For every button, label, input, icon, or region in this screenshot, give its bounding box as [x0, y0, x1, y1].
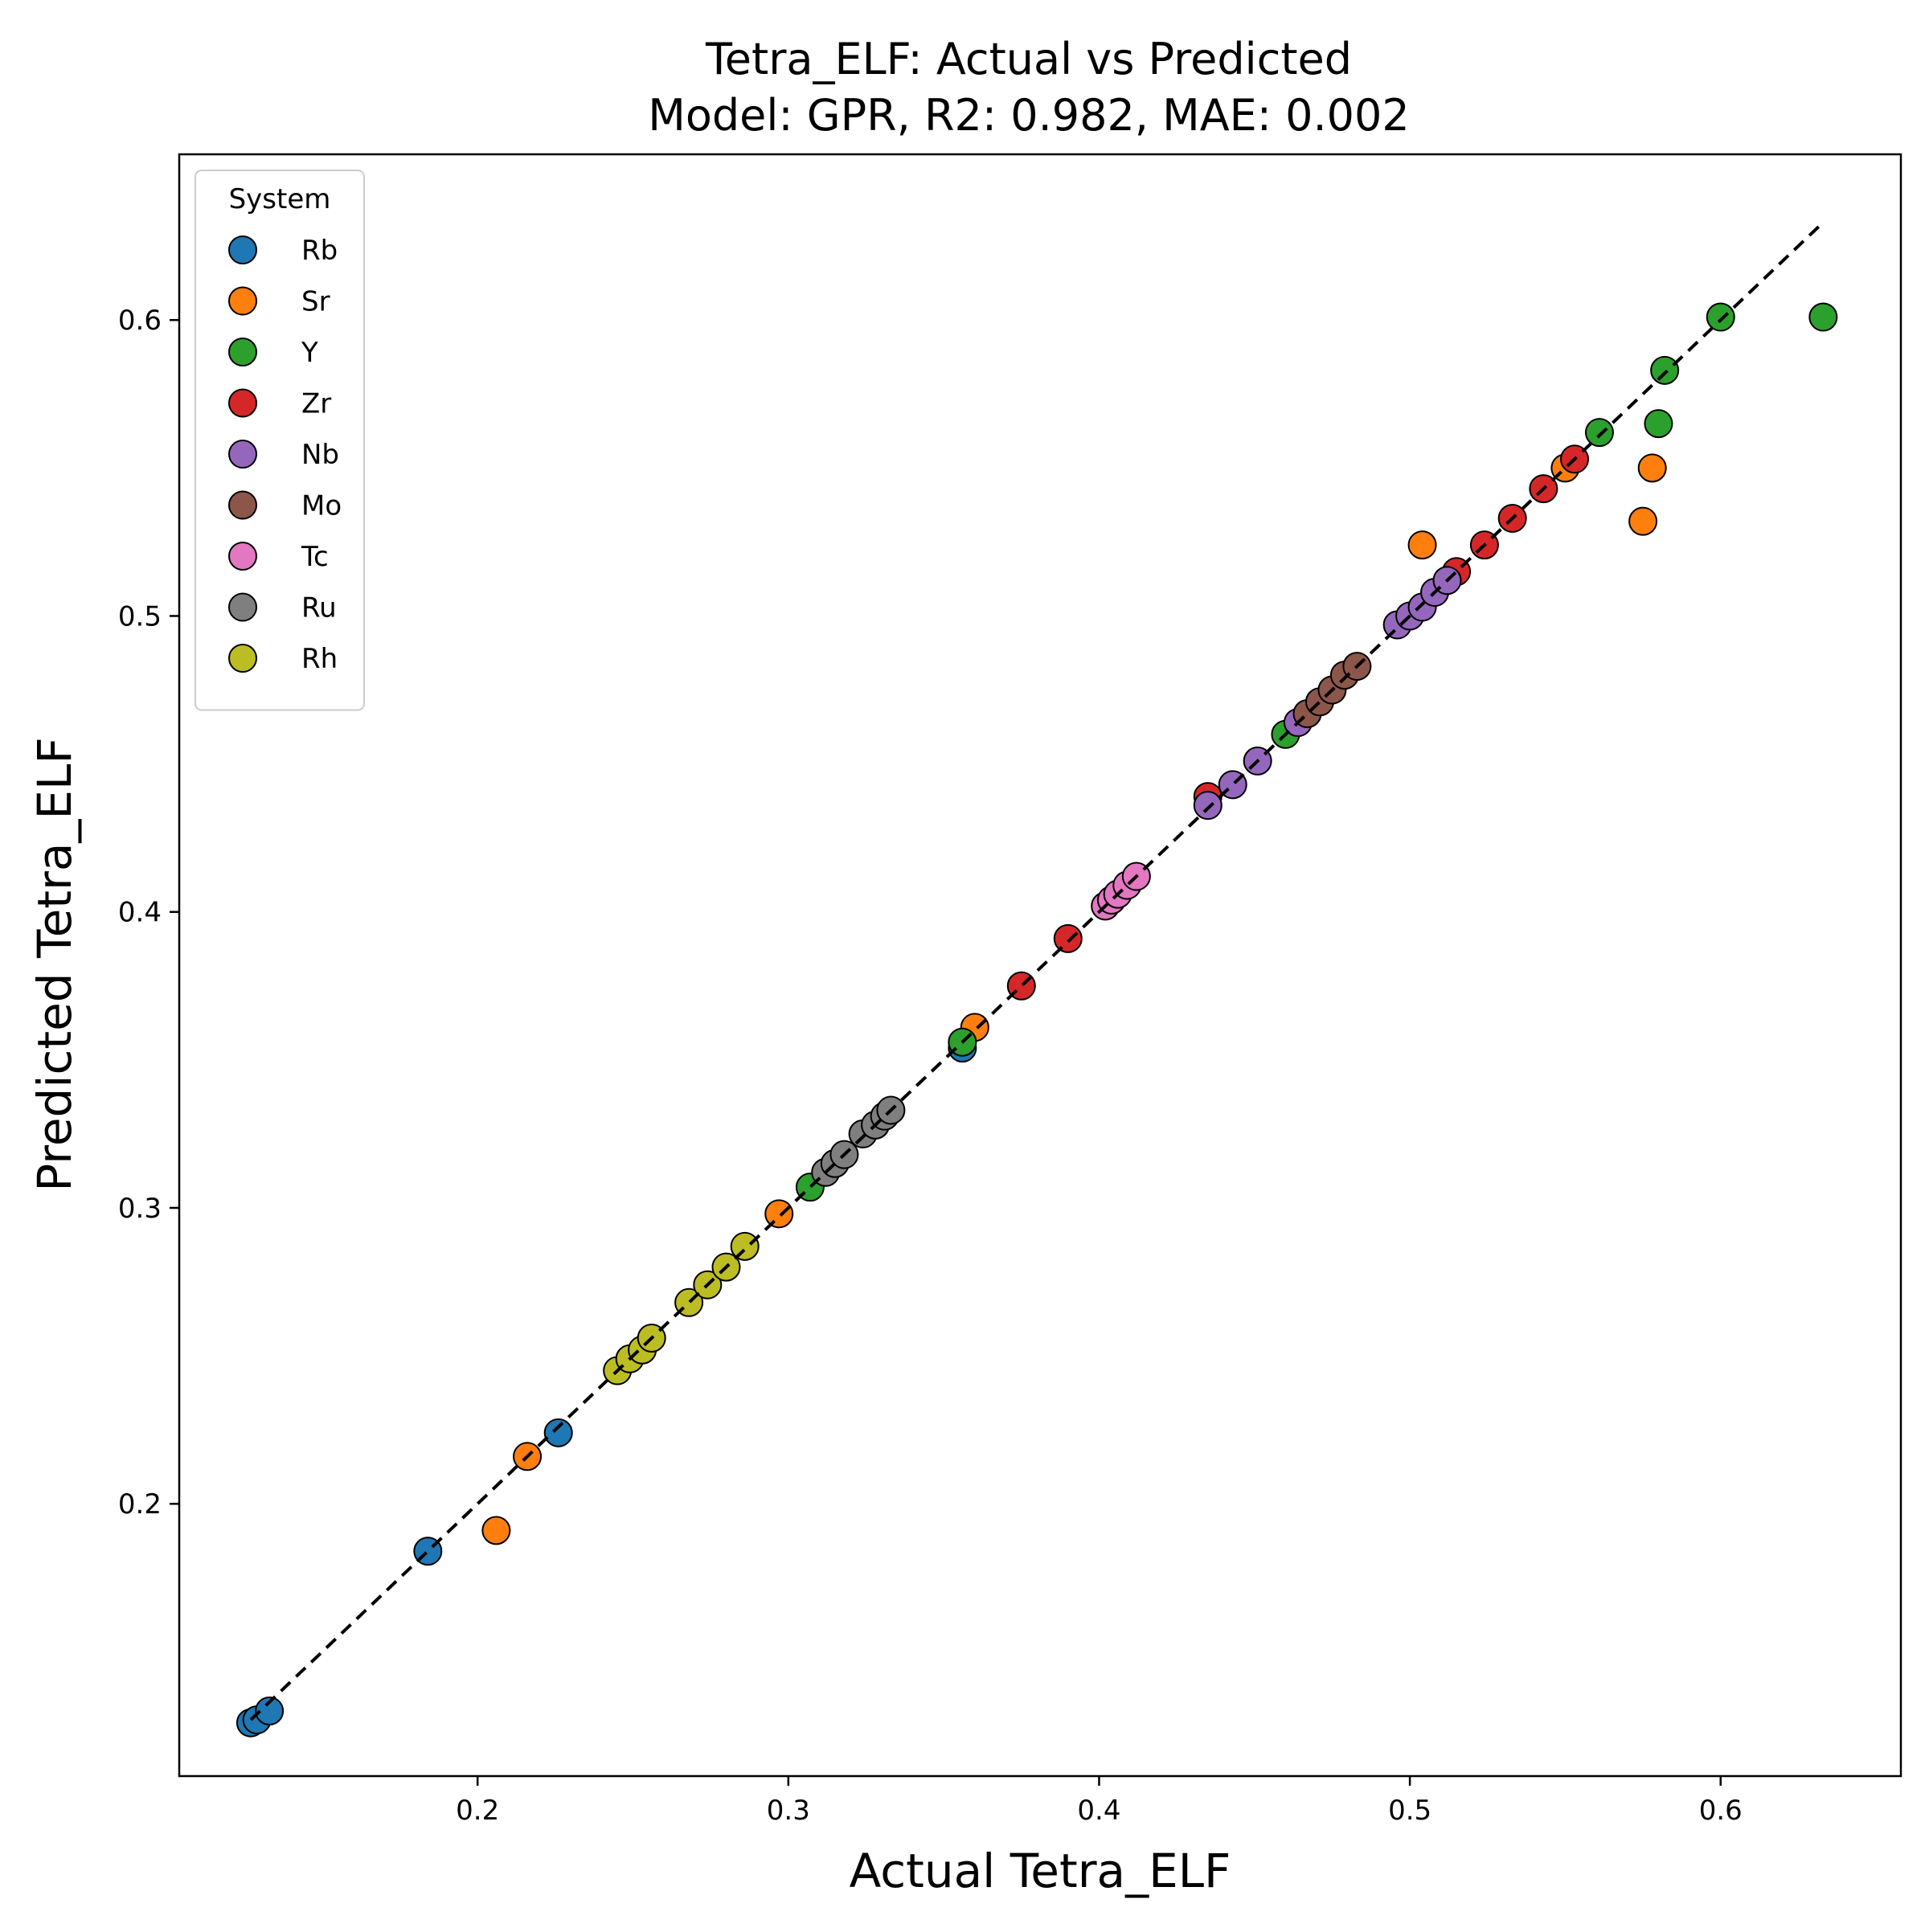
point-rh-7: [730, 1231, 760, 1261]
x-tick-label: 0.3: [767, 1795, 810, 1827]
legend-item-tc: Tc: [228, 541, 329, 573]
legend-marker: [228, 542, 257, 571]
legend-marker: [228, 338, 257, 366]
point-rb-2: [255, 1696, 285, 1725]
legend-label: Rb: [301, 235, 338, 267]
plot-frame: [178, 153, 1902, 1778]
point-sr-2: [764, 1199, 794, 1229]
legend-marker: [228, 490, 257, 520]
legend-label: Zr: [301, 388, 331, 420]
y-tick-label: 0.6: [118, 305, 162, 337]
point-sr-7: [1637, 453, 1667, 483]
x-tick-label: 0.6: [1699, 1795, 1743, 1827]
legend-item-nb: Nb: [228, 439, 339, 471]
legend: System Rb Sr Y Zr Nb Mo Tc Ru Rh: [195, 170, 365, 711]
legend-label: Rh: [301, 643, 338, 675]
x-tick-label: 0.4: [1077, 1795, 1120, 1827]
y-tick-label: 0.2: [118, 1488, 162, 1521]
point-y-4: [1644, 409, 1673, 439]
y-axis-label: Predicted Tetra_ELF: [27, 737, 82, 1191]
point-sr-4: [1407, 530, 1437, 560]
point-y-6: [1706, 302, 1735, 332]
legend-marker: [228, 286, 257, 316]
legend-item-ru: Ru: [228, 592, 337, 624]
legend-marker: [228, 388, 257, 418]
x-tick-label: 0.2: [456, 1795, 499, 1827]
x-axis: 0.2 0.3 0.4 0.5 0.6: [456, 1776, 1743, 1827]
chart-title: Tetra_ELF: Actual vs Predicted: [705, 34, 1352, 84]
legend-item-zr: Zr: [228, 388, 331, 420]
y-tick-label: 0.5: [118, 600, 162, 632]
chart-subtitle: Model: GPR, R2: 0.982, MAE: 0.002: [648, 90, 1410, 141]
legend-marker: [228, 440, 257, 469]
legend-item-rb: Rb: [228, 235, 338, 267]
legend-label: Tc: [301, 541, 329, 573]
point-sr-6: [1628, 506, 1658, 536]
plot-area: [235, 221, 1838, 1738]
legend-label: Nb: [301, 439, 339, 471]
point-sr-0: [481, 1516, 511, 1545]
legend-label: Y: [301, 337, 318, 369]
legend-marker: [228, 644, 257, 673]
legend-label: Mo: [301, 490, 342, 522]
point-rb-4: [543, 1418, 573, 1447]
legend-label: Ru: [301, 592, 337, 624]
legend-item-rh: Rh: [228, 643, 338, 675]
x-tick-label: 0.5: [1388, 1795, 1431, 1827]
y-tick-label: 0.3: [118, 1193, 162, 1225]
legend-title: System: [229, 183, 331, 215]
point-nb-0: [1193, 791, 1223, 821]
series-y: [795, 302, 1838, 1202]
legend-marker: [228, 592, 257, 622]
y-tick-label: 0.4: [118, 897, 162, 929]
series-sr: [481, 453, 1667, 1545]
point-y-5: [1650, 355, 1680, 385]
x-axis-label: Actual Tetra_ELF: [850, 1844, 1231, 1898]
y-axis: 0.2 0.3 0.4 0.5 0.6: [118, 305, 179, 1521]
legend-marker: [228, 235, 257, 264]
point-zr-1: [1053, 923, 1083, 953]
legend-item-y: Y: [228, 337, 318, 369]
point-y-3: [1584, 418, 1614, 448]
point-y-7: [1808, 302, 1838, 332]
identity-line: [249, 221, 1825, 1721]
legend-item-sr: Sr: [228, 286, 330, 318]
legend-item-mo: Mo: [228, 490, 342, 522]
legend-label: Sr: [301, 286, 330, 318]
